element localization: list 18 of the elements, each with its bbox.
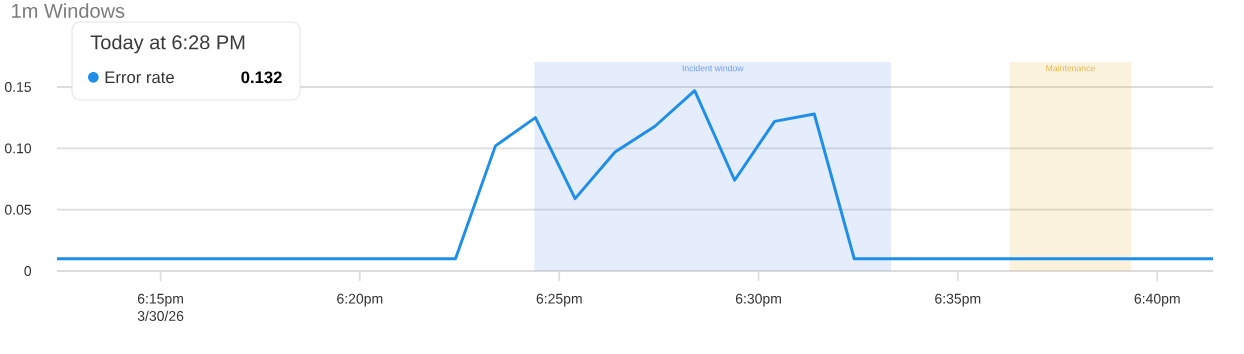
line-series — [55, 89, 1215, 261]
text: Today at 6:28 PM — [90, 34, 245, 54]
chart-title: 1m Windows — [12, 3, 125, 18]
y-tick-label: 0.05 — [4, 204, 32, 215]
text: 0.132 — [241, 71, 282, 84]
x-tick-label: 6:40pm — [1134, 293, 1180, 307]
band-label: Incident window — [682, 64, 744, 72]
y-tick-label: 0.15 — [4, 82, 32, 92]
x-tick-label: 6:30pm — [735, 293, 781, 307]
legend-label: Error rate — [105, 71, 174, 84]
y-tick-label: 0.10 — [4, 143, 32, 154]
x-tick-label: 6:35pm — [935, 293, 981, 307]
x-tick-label: 6:15pm — [137, 293, 183, 307]
x-tick-label: 6:20pm — [337, 293, 383, 307]
text: 3/30/26 — [137, 310, 184, 321]
band-label: Maintenance — [1046, 64, 1095, 72]
y-tick-label: 0 — [24, 266, 32, 276]
x-tick-label: 6:25pm — [536, 293, 582, 307]
